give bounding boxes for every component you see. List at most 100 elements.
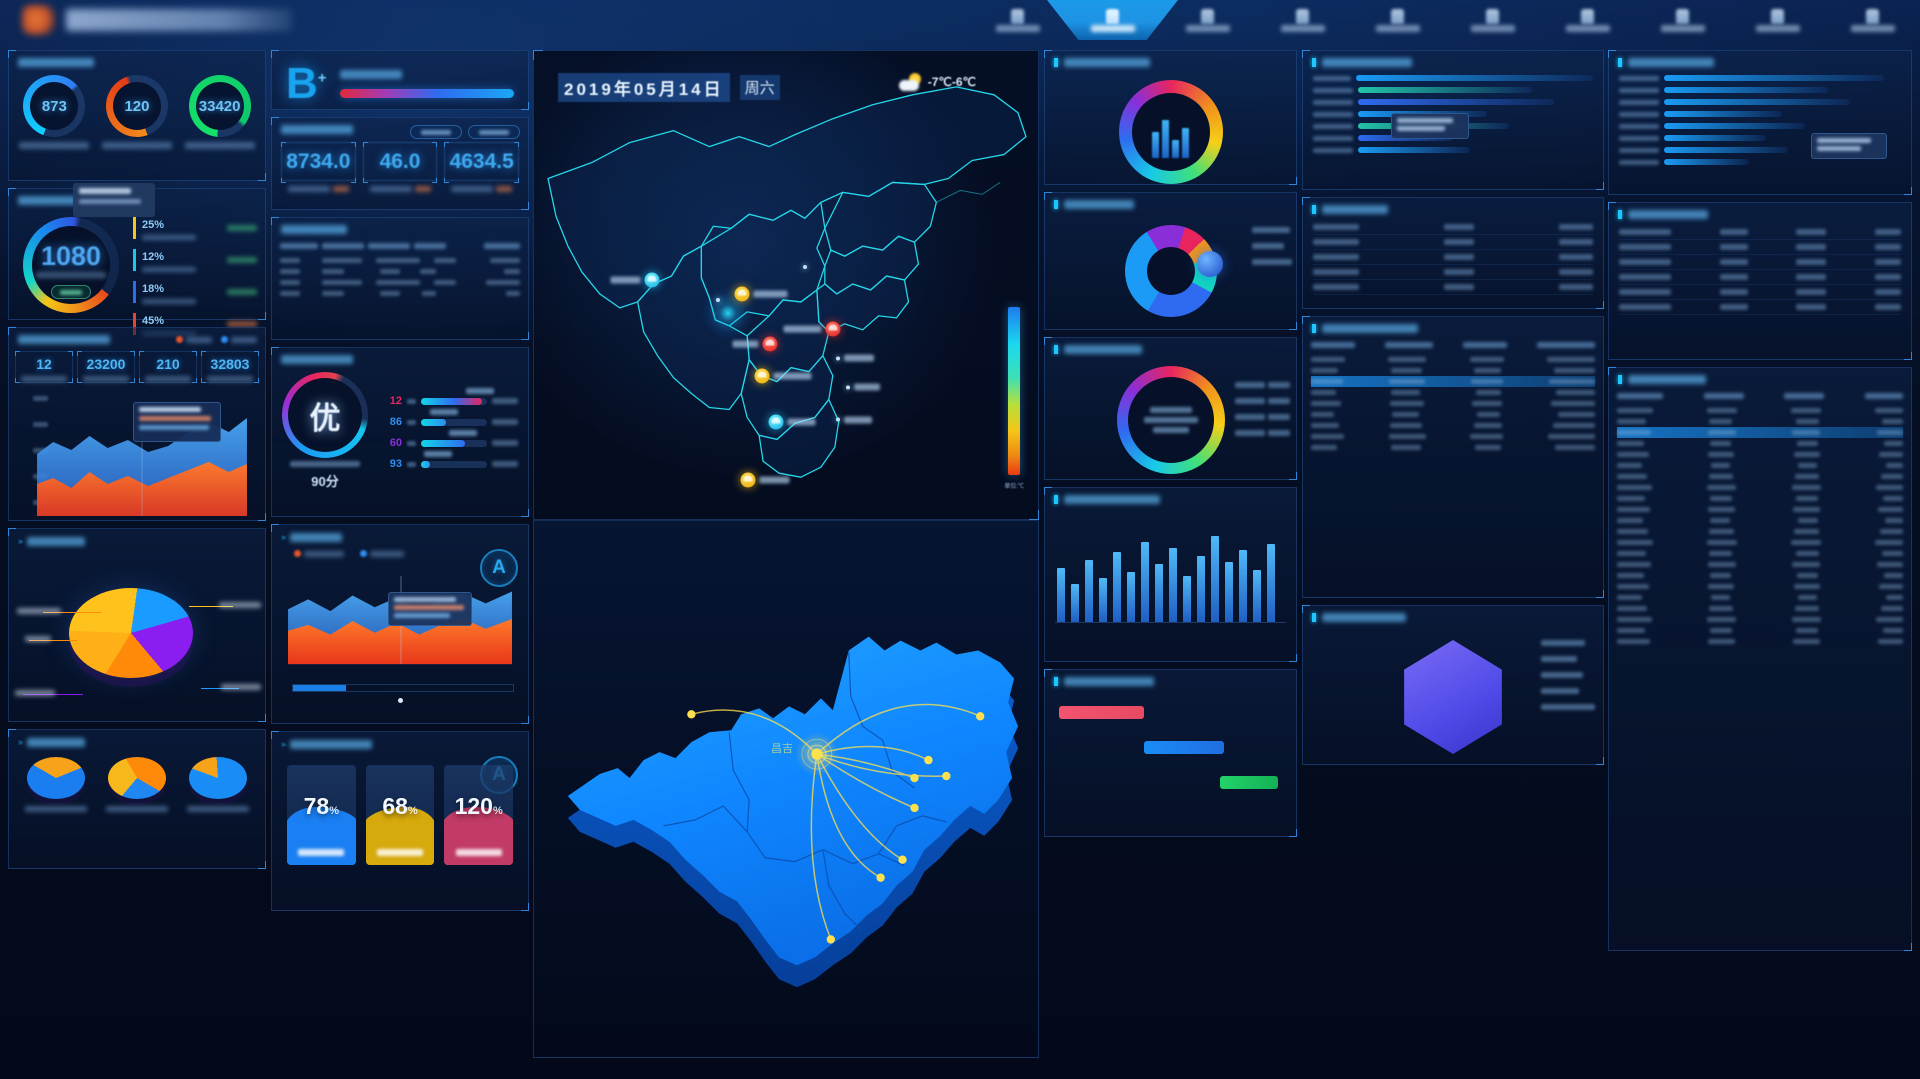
table-row[interactable]: [1617, 570, 1903, 581]
bar[interactable]: [1141, 542, 1149, 622]
energy-gauge[interactable]: 1080: [17, 211, 125, 313]
table-row[interactable]: [1617, 614, 1903, 625]
list-item[interactable]: [1313, 265, 1593, 280]
list-item[interactable]: [1619, 240, 1901, 255]
table-row[interactable]: [1311, 420, 1595, 431]
gauge-item[interactable]: 873: [15, 75, 93, 149]
bar[interactable]: [1253, 570, 1261, 622]
table-row[interactable]: [1311, 365, 1595, 376]
table-row[interactable]: [1617, 625, 1903, 636]
segmented-donut[interactable]: [1124, 225, 1223, 317]
nav-item-8[interactable]: [1730, 0, 1825, 40]
nav-item-1[interactable]: [1065, 0, 1160, 40]
map-marker-shayibake[interactable]: [835, 354, 874, 362]
energy-row[interactable]: 12%: [133, 247, 257, 272]
table-row[interactable]: [1617, 581, 1903, 592]
bar[interactable]: [1085, 560, 1093, 622]
map-marker-extra-a[interactable]: [803, 265, 808, 270]
area-chart[interactable]: [31, 392, 253, 522]
bar-chart[interactable]: [1045, 506, 1296, 634]
bar[interactable]: [1099, 578, 1107, 622]
hbar-row[interactable]: [1619, 147, 1901, 153]
brand-logo[interactable]: [22, 2, 292, 38]
map-marker-toutunhe[interactable]: [835, 416, 872, 424]
compare-rows[interactable]: [1303, 216, 1603, 303]
tag-history[interactable]: [468, 125, 520, 139]
table-row[interactable]: [1617, 548, 1903, 559]
nav-item-4[interactable]: [1350, 0, 1445, 40]
table-row[interactable]: [280, 255, 520, 266]
energy-compare-pill[interactable]: [51, 285, 91, 299]
bar[interactable]: [1127, 572, 1135, 622]
bar[interactable]: [1071, 584, 1079, 622]
quality-badge-a[interactable]: A: [480, 549, 518, 587]
table-row[interactable]: [1617, 405, 1903, 416]
complaint-rows[interactable]: [1609, 221, 1911, 323]
donut-chart[interactable]: [1045, 69, 1296, 195]
stat-box[interactable]: 23200: [77, 351, 135, 383]
indicator-ring[interactable]: [1116, 366, 1225, 474]
hbar-row[interactable]: [1313, 87, 1593, 93]
table-row[interactable]: [1311, 442, 1595, 453]
metric-box[interactable]: 4634.5: [444, 142, 520, 192]
map-marker-tianshanqu[interactable]: [768, 414, 816, 430]
hbar-row[interactable]: [1619, 111, 1901, 117]
table-row[interactable]: [1617, 592, 1903, 603]
table-row[interactable]: [1617, 471, 1903, 482]
hbar-row[interactable]: [1313, 99, 1593, 105]
energy-row[interactable]: 25%: [133, 215, 257, 240]
map-marker-changjizhou[interactable]: [610, 272, 660, 288]
bar[interactable]: [1211, 536, 1219, 622]
bar[interactable]: [1197, 556, 1205, 622]
list-item[interactable]: [1313, 250, 1593, 265]
table-row[interactable]: [1617, 526, 1903, 537]
stat-box[interactable]: 32803: [201, 351, 259, 383]
map-marker-shuimogou[interactable]: [845, 383, 880, 391]
gauge-item[interactable]: 33420: [181, 75, 259, 149]
stat-box[interactable]: 12: [15, 351, 73, 383]
progress-bars[interactable]: [1045, 688, 1296, 807]
liquid-card[interactable]: 120%: [444, 765, 514, 865]
list-item[interactable]: [1619, 300, 1901, 315]
nav-item-5[interactable]: [1445, 0, 1540, 40]
tag-realtime[interactable]: [410, 125, 462, 139]
bar[interactable]: [1183, 576, 1191, 622]
hbar-row[interactable]: [1619, 135, 1901, 141]
mini-pie[interactable]: [101, 757, 173, 812]
energy-row[interactable]: 18%: [133, 279, 257, 304]
legend-item[interactable]: [176, 336, 212, 343]
bar[interactable]: [1169, 548, 1177, 622]
score-bar-row[interactable]: 93: [380, 450, 518, 470]
bar[interactable]: [1113, 552, 1121, 622]
table-row[interactable]: [1617, 482, 1903, 493]
list-item[interactable]: [1619, 255, 1901, 270]
legend-item[interactable]: [294, 550, 344, 557]
table-row[interactable]: [1311, 376, 1595, 387]
table-row[interactable]: [1617, 449, 1903, 460]
table-row[interactable]: [1617, 559, 1903, 570]
map-marker-extra-b[interactable]: [715, 297, 720, 302]
nav-item-6[interactable]: [1540, 0, 1635, 40]
table-row[interactable]: [1311, 431, 1595, 442]
horizontal-bars[interactable]: [1609, 69, 1911, 179]
hbar-row[interactable]: [1619, 123, 1901, 129]
score-bar-row[interactable]: 86: [380, 408, 518, 428]
bar[interactable]: [1057, 568, 1065, 622]
liquid-card[interactable]: 78%: [287, 765, 356, 865]
table-row[interactable]: [1617, 603, 1903, 614]
stat-box[interactable]: 210: [139, 351, 197, 383]
nav-item-7[interactable]: [1635, 0, 1730, 40]
table-row[interactable]: [1617, 493, 1903, 504]
hbar-row[interactable]: [1313, 75, 1593, 81]
list-item[interactable]: [1313, 235, 1593, 250]
table-row[interactable]: [280, 277, 520, 288]
hbar-row[interactable]: [1619, 75, 1901, 81]
bar[interactable]: [1155, 564, 1163, 622]
nav-item-0[interactable]: [970, 0, 1065, 40]
legend-item[interactable]: [360, 550, 404, 557]
hbar-row[interactable]: [1619, 99, 1901, 105]
bar[interactable]: [1267, 544, 1275, 622]
bar[interactable]: [1225, 562, 1233, 622]
hbar-row[interactable]: [1619, 87, 1901, 93]
nav-item-9[interactable]: [1825, 0, 1920, 40]
